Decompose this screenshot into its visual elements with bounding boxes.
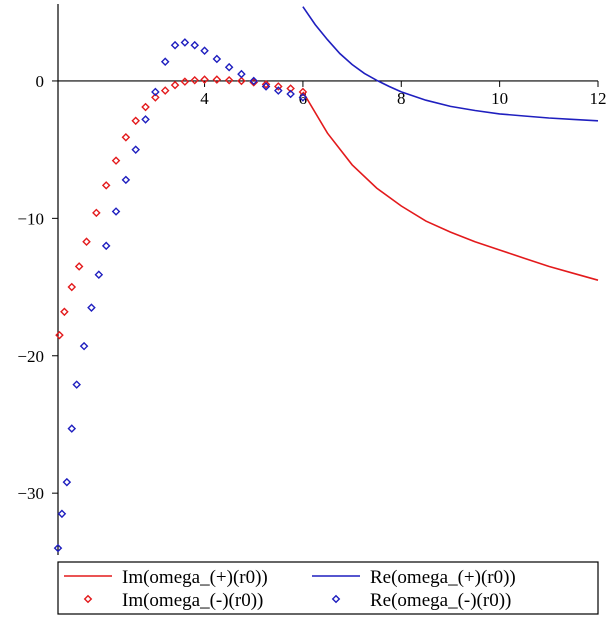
data-point [92, 208, 101, 218]
data-point [200, 75, 209, 84]
y-tick-label: −30 [17, 484, 44, 503]
data-point [141, 102, 150, 112]
data-point [261, 80, 271, 89]
data-point [79, 341, 89, 351]
data-point [111, 207, 121, 216]
data-point [141, 115, 150, 124]
data-point [62, 477, 72, 487]
data-point [82, 237, 91, 247]
legend-entry: Im(omega_(-)(r0)) [83, 590, 263, 611]
data-point [274, 82, 283, 91]
data-point [261, 82, 271, 91]
data-point [67, 424, 77, 433]
x-tick-label: 12 [590, 89, 607, 108]
legend-label: Im(omega_(-)(r0)) [122, 590, 263, 611]
series-layer [53, 6, 599, 553]
data-point [131, 145, 140, 154]
data-point [180, 77, 190, 86]
series-2 [55, 75, 308, 340]
x-tick-label: 4 [200, 89, 209, 108]
data-point [170, 40, 180, 50]
data-point [67, 282, 77, 292]
legend-entry: Re(omega_(+)(r0)) [312, 567, 516, 588]
x-tick-label: 8 [397, 89, 406, 108]
data-point [55, 330, 64, 340]
data-point [101, 241, 111, 251]
x-ticks: 4 6 8 10 12 [200, 80, 607, 108]
data-point [121, 132, 131, 142]
data-point [224, 62, 234, 72]
series-0 [302, 91, 599, 281]
legend-label: Im(omega_(+)(r0)) [122, 567, 268, 588]
data-point [53, 543, 63, 553]
data-point [286, 84, 295, 93]
x-tick-label: 6 [299, 89, 308, 108]
data-point [190, 40, 200, 50]
data-point [111, 156, 121, 165]
legend-label: Re(omega_(+)(r0)) [370, 567, 516, 588]
legend-swatch-marker [331, 594, 341, 604]
data-point [60, 307, 69, 317]
data-point [237, 76, 246, 86]
series-line [302, 6, 599, 122]
legend-entry: Im(omega_(+)(r0)) [64, 567, 268, 588]
legend-swatch-marker [83, 594, 93, 604]
data-point [212, 75, 222, 84]
data-point [298, 93, 308, 102]
data-point [151, 87, 160, 97]
data-point [151, 93, 160, 102]
plot-area: 4 6 8 10 12 0 −10 −20 −30 [17, 4, 607, 555]
legend-entry: Re(omega_(-)(r0)) [331, 590, 511, 611]
data-point [298, 87, 308, 97]
series-1 [302, 6, 599, 122]
data-point [57, 509, 67, 519]
data-point [274, 86, 283, 95]
data-point [94, 270, 104, 279]
series-line [302, 91, 599, 281]
y-tick-label: −10 [17, 209, 44, 228]
data-point [160, 86, 170, 95]
x-tick-label: 10 [491, 89, 508, 108]
series-3 [53, 38, 308, 553]
legend-label: Re(omega_(-)(r0)) [370, 590, 511, 611]
data-point [190, 75, 200, 85]
y-tick-label: −20 [17, 347, 44, 366]
y-tick-label: 0 [36, 72, 45, 91]
y-ticks: 0 −10 −20 −30 [17, 72, 58, 503]
data-point [160, 57, 170, 67]
data-point [87, 303, 96, 312]
data-point [101, 181, 111, 190]
legend-box [57, 561, 599, 615]
data-point [237, 69, 246, 79]
data-point [180, 38, 190, 47]
data-point [286, 89, 295, 99]
data-point [224, 75, 234, 85]
legend: Im(omega_(+)(r0)) Re(omega_(+)(r0)) Im(ome… [57, 561, 599, 615]
data-point [212, 54, 222, 64]
data-point [170, 80, 180, 90]
data-point [72, 380, 81, 389]
data-point [249, 76, 259, 86]
data-point [131, 116, 140, 126]
data-point [121, 175, 131, 185]
data-point [74, 262, 84, 271]
data-point [200, 46, 209, 56]
